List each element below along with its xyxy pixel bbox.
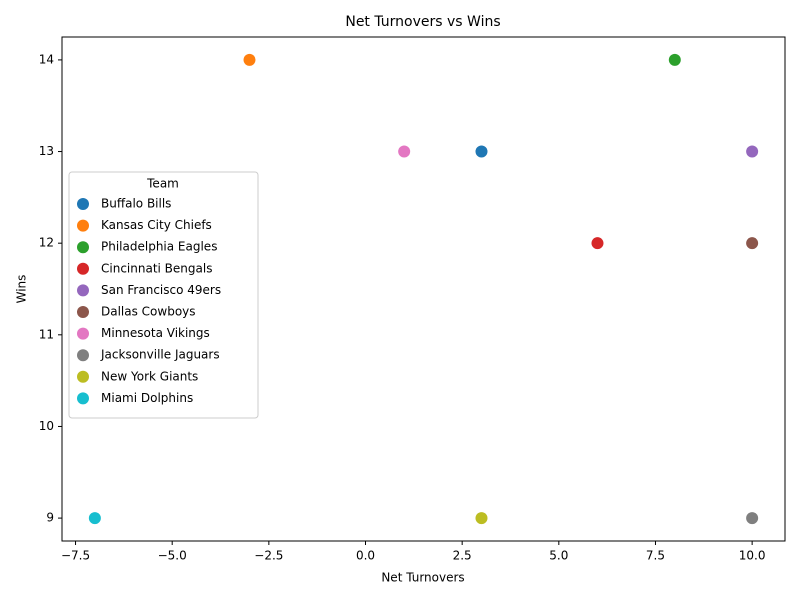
legend-marker	[77, 219, 89, 232]
legend-marker	[77, 306, 89, 318]
x-tick-label: −5.0	[158, 549, 187, 563]
legend-label: Philadelphia Eagles	[101, 240, 217, 254]
y-tick-label: 11	[39, 327, 54, 341]
y-tick-label: 14	[39, 52, 54, 66]
legend-label: Kansas City Chiefs	[101, 218, 212, 232]
legend-label: New York Giants	[101, 369, 198, 383]
point	[746, 512, 759, 525]
chart-title: Net Turnovers vs Wins	[345, 14, 500, 30]
legend-label: Minnesota Vikings	[101, 326, 210, 340]
legend-label: San Francisco 49ers	[101, 283, 221, 297]
legend-box	[68, 171, 259, 419]
legend-marker	[77, 198, 89, 210]
legend-marker	[77, 327, 89, 340]
plot-frame	[61, 36, 786, 542]
y-tick-label: 10	[39, 419, 54, 433]
point	[668, 53, 681, 66]
y-tick-label: 12	[39, 236, 54, 250]
point	[746, 145, 759, 158]
legend-label: Jacksonville Jaguars	[100, 348, 220, 362]
point	[591, 237, 604, 250]
y-tick-label: 13	[39, 144, 54, 158]
point	[88, 512, 101, 525]
legend-marker	[77, 370, 89, 383]
legend-title: Team	[146, 177, 179, 191]
legend-marker	[77, 262, 89, 275]
legend-marker	[77, 349, 89, 362]
x-tick-label: −2.5	[254, 549, 283, 563]
point	[746, 237, 759, 250]
x-tick-label: 7.5	[646, 549, 665, 563]
y-tick-label: 9	[46, 511, 54, 525]
point	[475, 512, 488, 525]
legend-label: Cincinnati Bengals	[101, 261, 212, 275]
x-tick-label: −7.5	[61, 549, 90, 563]
point	[243, 53, 256, 66]
legend-marker	[77, 241, 89, 254]
x-tick-label: 5.0	[549, 549, 568, 563]
legend-label: Buffalo Bills	[101, 197, 171, 211]
x-axis-label: Net Turnovers	[381, 571, 464, 585]
legend-marker	[77, 392, 89, 405]
x-tick-label: 0.0	[356, 549, 375, 563]
legend-label: Dallas Cowboys	[101, 305, 196, 319]
x-tick-label: 2.5	[453, 549, 472, 563]
x-tick-label: 10.0	[739, 549, 766, 563]
y-axis-label: Wins	[15, 275, 29, 304]
legend-marker	[77, 284, 89, 297]
point	[475, 145, 488, 158]
point	[398, 145, 411, 158]
legend-label: Miami Dolphins	[101, 391, 193, 405]
